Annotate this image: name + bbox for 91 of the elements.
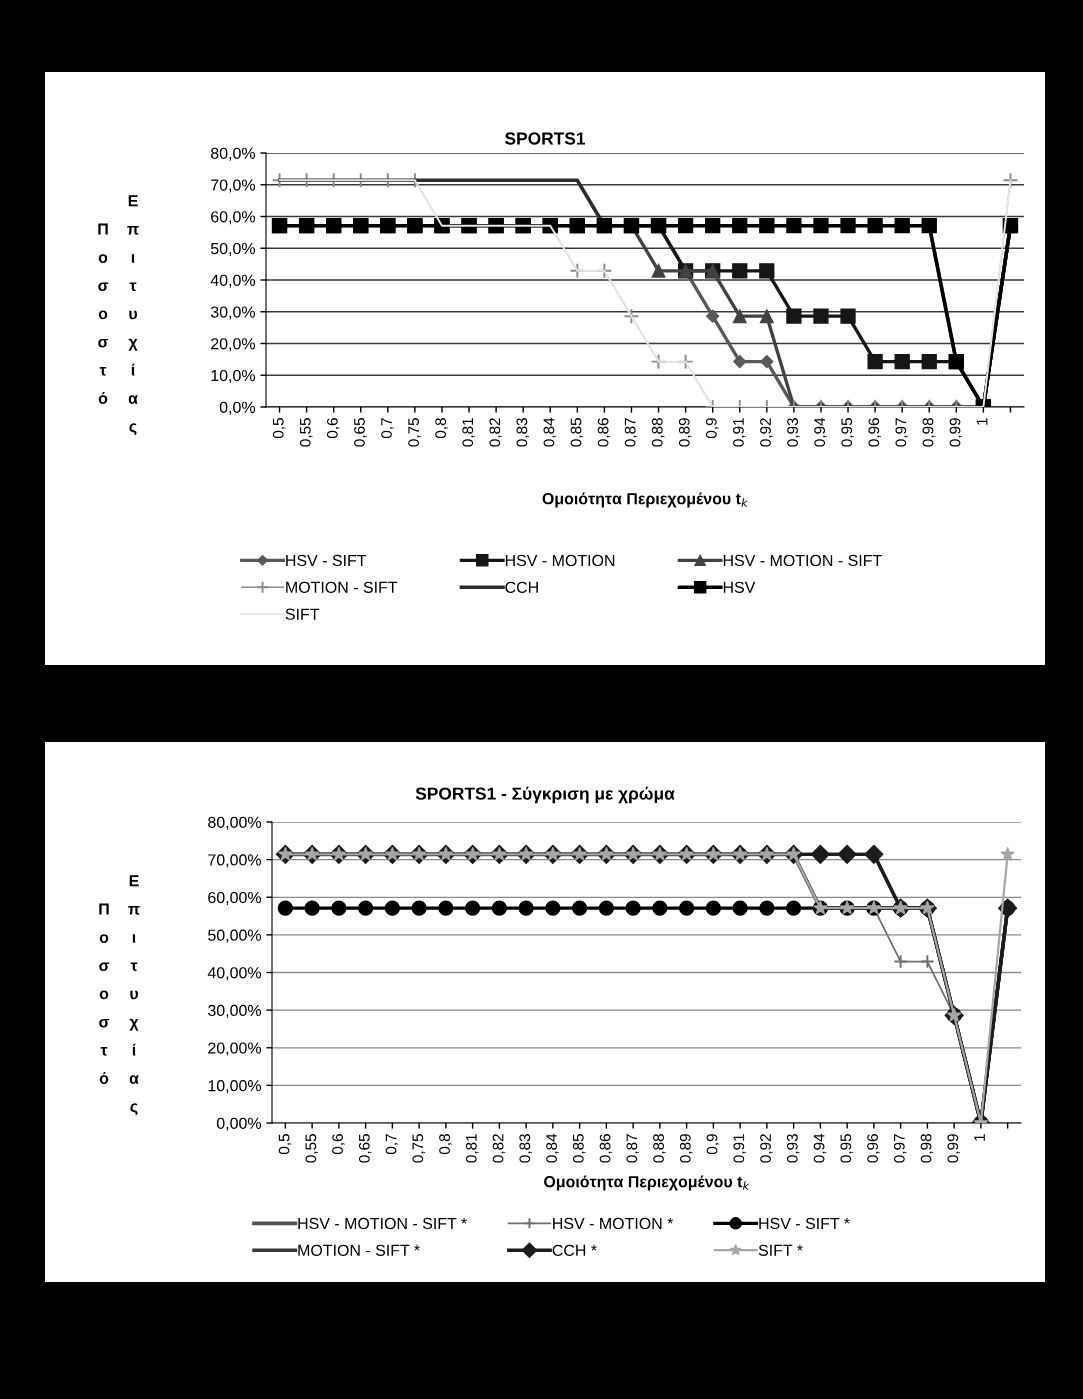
legend-label: CCH *	[552, 1244, 597, 1256]
x-tick-label: 0,83	[519, 1134, 533, 1163]
x-tick-label: 0,92	[760, 1134, 773, 1163]
x-tick-label: 0,93	[787, 418, 800, 447]
x-tick-label: 0,96	[867, 1134, 880, 1163]
x-tick-label: 0,91	[733, 418, 746, 447]
x-tick-label: 0,65	[354, 418, 367, 447]
x-tick-label: 0,7	[385, 1134, 399, 1155]
y-tick-label: 70,00%	[208, 854, 262, 868]
x-tick-label: 0,65	[358, 1134, 372, 1163]
x-tick-label: 0,55	[299, 418, 313, 447]
x-tick-label: 0,91	[733, 1134, 747, 1163]
legend-label: HSV - SIFT	[286, 554, 367, 567]
text: Ποσοστό Επιτυχίας	[99, 875, 140, 1116]
x-tick-label: 0,6	[326, 418, 340, 439]
x-tick-label: 0,89	[678, 418, 692, 447]
y-tick-label: 10,00%	[208, 1080, 262, 1094]
y-tick-label: 70,0%	[211, 179, 256, 193]
y-tick-label: 80,00%	[208, 816, 262, 830]
y-tick-label: 50,0%	[210, 242, 256, 257]
x-tick-label: 0,85	[570, 418, 584, 447]
legend-label: MOTION - SIFT *	[298, 1244, 420, 1256]
x-tick-label: 0,98	[922, 418, 936, 447]
y-tick-label: 80,0%	[210, 147, 256, 161]
legend-label: HSV	[723, 581, 756, 593]
x-tick-label: 0,85	[572, 1134, 586, 1163]
x-tick-label: 0,82	[489, 418, 503, 447]
x-tick-label: 0,87	[626, 1134, 640, 1163]
chart-title: SPORTS1 - Σύγκριση με χρώμα	[415, 786, 675, 804]
x-tick-label: 0,8	[439, 1134, 452, 1155]
x-tick-label: 0,5	[278, 1134, 292, 1155]
legend-label: MOTION - SIFT	[286, 581, 398, 593]
legend-label: HSV - MOTION - SIFT *	[298, 1217, 467, 1230]
legend-label: SIFT	[285, 608, 320, 620]
y-tick-label: 0,0%	[219, 401, 256, 415]
x-tick-label: 0,97	[895, 418, 909, 447]
y-tick-label: 10,0%	[211, 369, 256, 384]
x-tick-label: 1	[974, 1134, 985, 1141]
x-tick-label: 0,5	[272, 418, 286, 439]
x-tick-label: 0,9	[706, 1134, 720, 1155]
x-tick-label: 0,84	[546, 1133, 559, 1163]
y-tick-label: 30,0%	[210, 306, 256, 320]
chart-title: SPORTS1	[504, 132, 586, 145]
legend-label: HSV - SIFT *	[759, 1217, 850, 1230]
x-tick-label: 0,96	[868, 418, 882, 447]
x-tick-label: 0,95	[841, 418, 854, 447]
x-tick-label: 0,94	[813, 1133, 827, 1163]
x-tick-label: 0,9	[705, 418, 719, 439]
x-tick-label: 0,8	[435, 418, 448, 439]
x-tick-label: 0,6	[332, 1134, 345, 1155]
x-tick-label: 0,98	[920, 1134, 934, 1163]
y-tick-label: 60,00%	[208, 891, 262, 906]
y-tick-label: 20,00%	[208, 1042, 262, 1056]
text: Ποσοστό Επιτυχίας	[98, 195, 139, 436]
x-tick-label: 0,75	[408, 418, 421, 447]
x-tick-label: 0,94	[814, 417, 827, 447]
y-tick-label: 50,00%	[208, 929, 262, 943]
x-tick-label: 0,89	[679, 1134, 693, 1163]
x-tick-label: 1	[976, 418, 988, 425]
legend-label: HSV - MOTION - SIFT	[723, 554, 882, 567]
x-axis-title: Ομοιότητα Περιεχομένου t$_{k}$	[544, 1175, 750, 1191]
y-tick-label: 0,00%	[216, 1117, 262, 1131]
x-tick-label: 0,86	[599, 1134, 613, 1163]
x-tick-label: 0,83	[516, 418, 530, 447]
y-tick-label: 40,0%	[210, 274, 256, 288]
x-tick-label: 0,87	[624, 418, 638, 447]
x-tick-label: 0,99	[949, 418, 963, 447]
x-axis-title: Ομοιότητα Περιεχομένου t$_{k}$	[542, 492, 748, 508]
x-tick-label: 0,55	[305, 1134, 319, 1163]
y-tick-label: 30,00%	[208, 1004, 262, 1018]
x-tick-label: 0,88	[651, 418, 665, 447]
legend-label: HSV - MOTION *	[553, 1217, 674, 1230]
x-tick-label: 0,7	[381, 418, 394, 439]
y-tick-label: 40,00%	[207, 967, 262, 981]
x-tick-label: 0,88	[653, 1134, 666, 1163]
x-tick-label: 0,82	[492, 1134, 506, 1163]
legend-label: SIFT *	[758, 1244, 803, 1256]
x-tick-label: 0,84	[543, 417, 557, 447]
x-tick-label: 0,93	[786, 1134, 800, 1163]
x-tick-label: 0,92	[760, 418, 773, 447]
legend-label: HSV - MOTION	[505, 554, 615, 567]
x-tick-label: 0,86	[597, 418, 611, 447]
x-tick-label: 0,97	[893, 1134, 907, 1163]
legend-label: CCH	[505, 581, 538, 593]
x-tick-label: 0,75	[412, 1134, 426, 1163]
y-tick-label: 20,0%	[211, 338, 256, 352]
x-tick-label: 0,81	[462, 418, 475, 447]
y-tick-label: 60,0%	[211, 211, 256, 225]
x-tick-label: 0,99	[947, 1134, 961, 1163]
x-tick-label: 0,81	[465, 1134, 479, 1163]
x-tick-label: 0,95	[840, 1134, 854, 1163]
